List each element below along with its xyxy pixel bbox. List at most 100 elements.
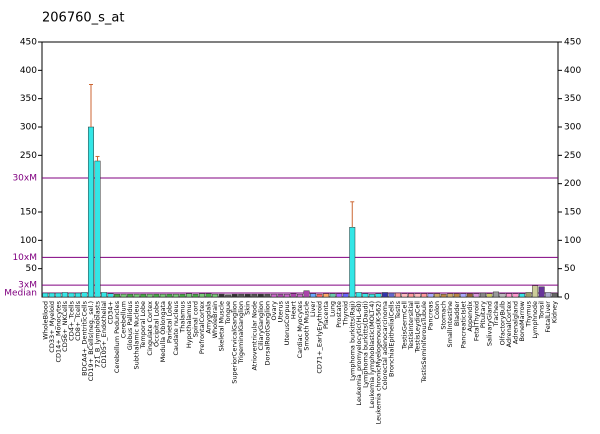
- left-tick-label: 50: [26, 264, 38, 274]
- x-tick-label: SmallIntestine: [446, 301, 454, 348]
- x-tick-label: Atrioventricular Node: [250, 301, 258, 371]
- bar: [42, 292, 49, 298]
- x-tick-label: Cerebellum: [120, 301, 128, 338]
- bar: [94, 160, 101, 298]
- x-tick-label: Thalamus: [178, 300, 186, 333]
- x-tick-label: FetalThyroid: [472, 301, 480, 341]
- bar: [244, 293, 251, 298]
- right-tick-label: 400: [564, 66, 581, 76]
- bar: [153, 293, 160, 298]
- bar: [355, 292, 362, 298]
- x-tick-label: Kidney: [551, 301, 559, 323]
- bar: [277, 293, 284, 298]
- x-tick-label: Pancreas: [427, 300, 435, 330]
- bar: [257, 293, 264, 298]
- x-tick-label: Liver: [309, 301, 317, 317]
- x-tick-label: Spinal cord: [191, 301, 199, 337]
- x-tick-label: TestisGermCell: [401, 301, 409, 350]
- bar: [146, 293, 153, 298]
- right-tick-label: 100: [564, 236, 581, 246]
- x-tick-label: Skeletal Muscle: [218, 301, 226, 351]
- plot-frame: [41, 41, 559, 298]
- bar: [120, 293, 127, 298]
- x-tick-label: Subthalamic Nucleus: [133, 300, 141, 369]
- x-tick-label: Amygdala: [205, 301, 213, 334]
- bar: [192, 293, 199, 298]
- bar: [381, 292, 388, 298]
- bar: [48, 292, 55, 298]
- bar: [460, 293, 467, 298]
- x-tick-label: UterusCorpus: [283, 300, 291, 345]
- x-tick-label: Ovary: [270, 301, 278, 321]
- bar: [127, 293, 134, 298]
- bar: [251, 293, 258, 298]
- right-tick-label: 350: [564, 94, 581, 104]
- x-tick-label: TestisSeminiferousTubule: [420, 301, 428, 384]
- reference-label: Median: [4, 289, 37, 299]
- x-tick-label: Uterus: [276, 300, 284, 322]
- bar: [114, 293, 121, 298]
- x-tick-label: TestisLeydigCell: [414, 301, 422, 354]
- bar: [297, 293, 303, 298]
- right-tick-label: 450: [564, 38, 581, 48]
- x-tick-label: WholeBrain: [211, 301, 219, 338]
- bar: [421, 293, 428, 298]
- bar: [264, 293, 271, 298]
- bar: [159, 293, 166, 298]
- x-tick-label: SalivaryGland: [485, 301, 493, 346]
- bar: [185, 293, 192, 298]
- bar: [323, 293, 330, 298]
- bar: [218, 293, 225, 298]
- right-tick-label: 200: [564, 179, 581, 189]
- bar: [519, 293, 526, 298]
- bar: [453, 293, 460, 298]
- bar: [205, 293, 212, 298]
- bar: [466, 293, 473, 298]
- x-tick-label: CD71+_EarlyErythroid: [316, 301, 324, 374]
- x-tick-label: Lymphoma burkitts(Daudi): [361, 301, 369, 388]
- x-tick-label: Pituitary: [479, 301, 487, 328]
- left-tick-label: 350: [20, 94, 37, 104]
- x-tick-label: Leukemia lymphoblastic(MOLT-4): [368, 301, 376, 408]
- bar: [362, 293, 369, 298]
- bar: [473, 293, 480, 298]
- bar: [55, 292, 62, 298]
- x-tick-label: Cerebellum Peduncles: [113, 300, 121, 373]
- bar: [434, 293, 441, 298]
- x-tick-label: CD8+_Tcells: [74, 300, 82, 340]
- bar: [283, 293, 290, 298]
- x-tick-label: Thymus: [525, 300, 533, 327]
- x-tick-label: SuperiorCervicalGanglion: [231, 301, 239, 384]
- x-tick-label: Temporal Lobe: [139, 301, 147, 349]
- x-tick-label: Lymphoma burkitts(Raji): [348, 301, 356, 381]
- bar: [290, 293, 297, 298]
- right-tick-label: 250: [564, 151, 581, 161]
- bar: [74, 292, 81, 298]
- bar: [414, 293, 421, 298]
- bar: [440, 293, 447, 298]
- x-tick-label: CD14+_Monocytes: [54, 300, 62, 362]
- x-tick-label: Lung: [329, 301, 337, 317]
- x-tick-label: BoneMarrow: [518, 300, 526, 341]
- right-tick-label: 50: [564, 264, 576, 274]
- bar: [401, 293, 408, 298]
- x-tick-label: BronchialEpithelialCells: [387, 300, 395, 377]
- bar: [368, 293, 375, 298]
- x-tick-label: OlfactoryBulb: [498, 301, 506, 345]
- x-tick-label: Leukemia chronicMyelogenous(K-562): [374, 301, 382, 424]
- x-tick-label: Appendix: [466, 301, 474, 332]
- x-tick-label: Caudate nucleus: [172, 300, 180, 355]
- bar: [388, 292, 395, 298]
- bar: [532, 285, 539, 298]
- bar: [107, 293, 114, 298]
- reference-label: 30xM: [12, 174, 37, 184]
- bar: [499, 293, 506, 298]
- left-tick-label: 100: [20, 236, 37, 246]
- x-tick-label: TrigeminalGanglion: [237, 301, 245, 365]
- bar: [349, 227, 356, 298]
- x-tick-label: Placenta: [322, 301, 330, 329]
- right-tick-label: 300: [564, 123, 581, 133]
- bar: [525, 292, 532, 298]
- reference-label: 3xM: [18, 281, 37, 291]
